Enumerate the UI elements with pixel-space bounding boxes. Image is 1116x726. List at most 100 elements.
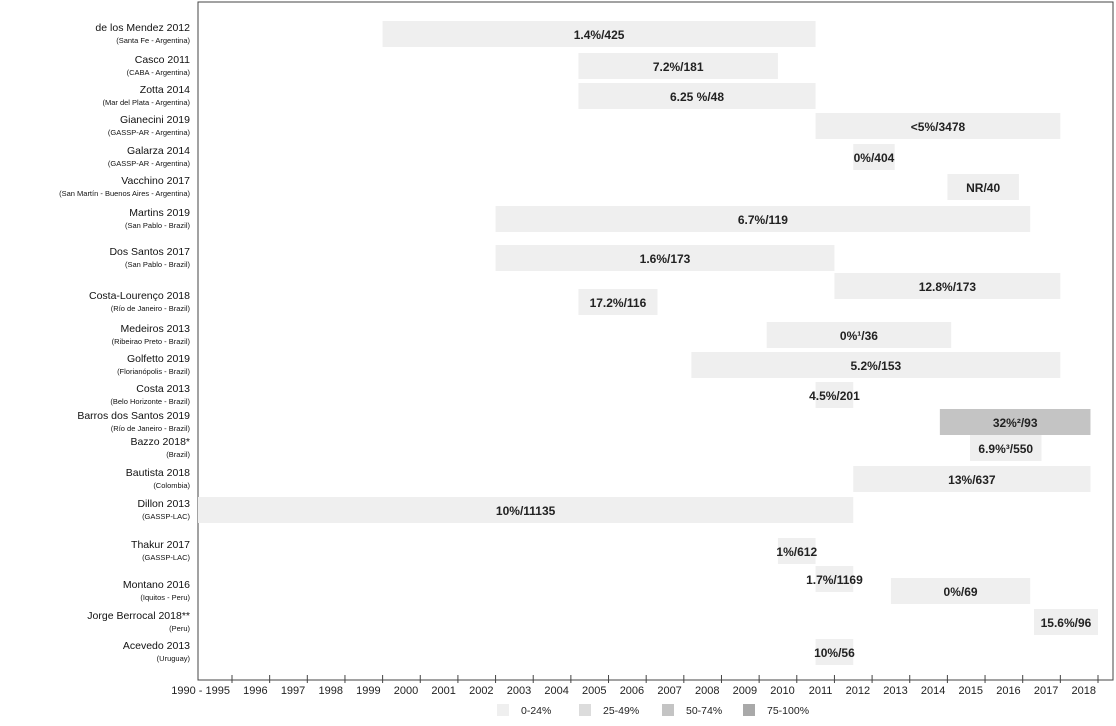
study-name: Jorge Berrocal 2018** (87, 610, 190, 622)
study-location: (Colombia) (153, 481, 190, 490)
x-tick-label: 2004 (544, 685, 568, 697)
study-location: (San Pablo - Brazil) (125, 221, 191, 230)
legend-label: 50-74% (686, 705, 722, 717)
study-name: Dos Santos 2017 (109, 246, 190, 258)
study-location: (CABA - Argentina) (127, 68, 191, 77)
x-tick-label: 2018 (1072, 685, 1096, 697)
x-tick-label: 2009 (733, 685, 757, 697)
study-location: (Río de Janeiro - Brazil) (111, 424, 191, 433)
study-location: (Belo Horizonte - Brazil) (110, 397, 190, 406)
x-tick-label: 1998 (318, 685, 342, 697)
x-tick-label: 2000 (394, 685, 418, 697)
bar-label: 6.9%³/550 (978, 442, 1033, 456)
bar-label: NR/40 (966, 181, 1000, 195)
x-tick-label: 2005 (582, 685, 606, 697)
study-name: Gianecini 2019 (120, 114, 190, 126)
study-location: (San Martín - Buenos Aires - Argentina) (59, 189, 190, 198)
study-bar (815, 639, 854, 665)
study-location: (GASSP-LAC) (142, 553, 190, 562)
study-bar (495, 206, 1031, 232)
x-axis: 1990 - 1995 1996 1997 1998 1999 2000 2001 2002 2… (171, 675, 1113, 697)
x-tick-label: 2011 (809, 685, 833, 697)
bar-label: 4.5%/201 (809, 389, 860, 403)
bar-label: 5.2%/153 (850, 359, 901, 373)
legend-label: 75-100% (767, 705, 809, 717)
study-name: Bazzo 2018* (130, 436, 190, 448)
bar-label: 1.6%/173 (640, 252, 691, 266)
x-tick-label: 2015 (959, 685, 983, 697)
x-tick-label: 1996 (243, 685, 267, 697)
study-location: (GASSP-AR - Argentina) (108, 159, 191, 168)
study-location: (Uruguay) (157, 654, 191, 663)
study-location: (GASSP-AR - Argentina) (108, 128, 191, 137)
study-name: Vacchino 2017 (121, 175, 190, 187)
bar-label: 32%²/93 (993, 416, 1038, 430)
study-bar (815, 113, 1061, 139)
bar-label: 12.8%/173 (919, 280, 977, 294)
x-tick-label: 2013 (883, 685, 907, 697)
study-location: (Peru) (169, 624, 190, 633)
study-name: Galarza 2014 (127, 145, 190, 157)
x-tick-label: 1990 - 1995 (171, 685, 230, 697)
legend-swatch (497, 704, 509, 716)
bar-label: <5%/3478 (911, 120, 966, 134)
x-tick-label: 2014 (921, 685, 945, 697)
study-location: (San Pablo - Brazil) (125, 260, 191, 269)
study-location: (Brazil) (166, 450, 190, 459)
x-tick-label: 2007 (657, 685, 681, 697)
x-tick-label: 2010 (770, 685, 794, 697)
study-name: Dillon 2013 (137, 498, 190, 510)
x-tick-label: 2017 (1034, 685, 1058, 697)
bar-label: 15.6%/96 (1041, 616, 1092, 630)
bar-label: 10%/56 (814, 646, 855, 660)
study-bar (578, 53, 778, 79)
study-name: Montano 2016 (123, 579, 190, 591)
bar-label: 10%/11135 (496, 504, 556, 518)
study-location: (Florianópolis - Brazil) (117, 367, 190, 376)
study-bar (766, 322, 952, 348)
legend-swatch (662, 704, 674, 716)
study-labels: de los Mendez 2012 (Santa Fe - Argentina)… (59, 22, 190, 663)
study-name: Thakur 2017 (131, 539, 190, 551)
bar-label: 0%/69 (944, 585, 978, 599)
x-tick-label: 2012 (846, 685, 870, 697)
study-bar (947, 174, 1019, 200)
study-name: Medeiros 2013 (121, 323, 191, 335)
study-bar (1033, 609, 1098, 635)
study-bar (691, 352, 1061, 378)
x-tick-label: 1999 (356, 685, 380, 697)
legend-swatch (743, 704, 755, 716)
study-location: (Mar del Plata - Argentina) (102, 98, 190, 107)
x-tick-label: 2008 (695, 685, 719, 697)
x-tick-label: 2006 (620, 685, 644, 697)
bar-label: 0%¹/36 (840, 329, 878, 343)
bar-label: 17.2%/116 (590, 296, 647, 310)
study-bar (198, 497, 854, 523)
bar-label: 13%/637 (948, 473, 996, 487)
bar-label: 0%/404 (854, 151, 895, 165)
study-bar (495, 245, 835, 271)
bar-label: 6.25 %/48 (670, 90, 724, 104)
x-tick-label: 2002 (469, 685, 493, 697)
bar-label: 1.7%/1169 (806, 573, 863, 587)
study-bar (834, 273, 1061, 299)
study-name: Barros dos Santos 2019 (77, 410, 190, 422)
study-bar (939, 409, 1091, 435)
study-name: Bautista 2018 (126, 467, 190, 479)
study-location: (Río de Janeiro - Brazil) (111, 304, 191, 313)
study-name: Casco 2011 (135, 54, 190, 66)
study-bar (578, 289, 658, 315)
study-bar (382, 21, 816, 47)
study-name: de los Mendez 2012 (95, 22, 190, 34)
legend-swatch (579, 704, 591, 716)
legend-label: 0-24% (521, 705, 551, 717)
bar-label: 1%/612 (776, 545, 817, 559)
study-name: Zotta 2014 (140, 84, 190, 96)
x-tick-label: 1997 (281, 685, 305, 697)
legend-label: 25-49% (603, 705, 639, 717)
study-location: (Iquitos - Peru) (140, 593, 190, 602)
study-name: Costa 2013 (136, 383, 190, 395)
study-name: Martins 2019 (129, 207, 190, 219)
study-location: (GASSP-LAC) (142, 512, 190, 521)
